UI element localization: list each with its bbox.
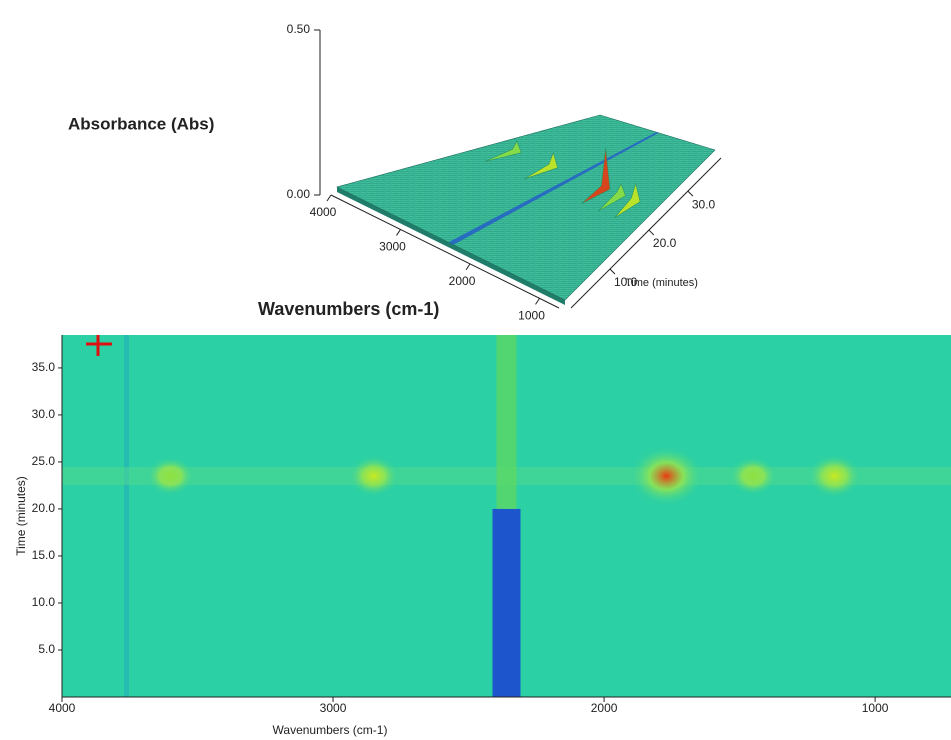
heat-cell (806, 454, 862, 499)
x-tick-label: 4000 (49, 701, 76, 715)
x-tick-label: 3000 (379, 240, 406, 254)
y-tick-label: 25.0 (32, 454, 56, 468)
y-tick-label: 10.0 (32, 595, 56, 609)
surface-skirt (337, 187, 565, 305)
heat-cell (492, 508, 521, 697)
y-tick-label: 10.0 (614, 275, 638, 289)
surface-plot: Absorbance (Abs) Wavenumbers (cm-1) Time… (68, 22, 722, 323)
y-tick (687, 190, 694, 197)
x-tick-label: 1000 (518, 309, 545, 323)
x-tick-label: 2000 (449, 274, 476, 288)
z-axis-title: Absorbance (Abs) (68, 114, 214, 133)
y-tick-label: 35.0 (32, 360, 56, 374)
peak (581, 147, 611, 204)
x-tick (326, 194, 332, 202)
x-tick (396, 229, 401, 236)
y-axis-title: Time (minutes) (625, 277, 698, 289)
heatmap-plot: Wavenumbers (cm-1) Time (minutes) 4000 30… (0, 326, 951, 740)
y-tick-label: 15.0 (32, 548, 56, 562)
surface (336, 114, 716, 301)
x-tick-label: 1000 (862, 701, 889, 715)
x-tick (535, 298, 540, 305)
peak (484, 140, 522, 162)
heat-cell (628, 445, 705, 507)
heat-cell (145, 456, 195, 496)
z-tick-label: 0.00 (287, 187, 311, 201)
cursor (86, 335, 112, 356)
peak (614, 182, 641, 219)
y-tick (609, 268, 616, 275)
peak (524, 151, 559, 180)
z-tick-label: 0.50 (287, 22, 311, 36)
x-tick-label: 4000 (310, 205, 337, 219)
x-tick (465, 263, 471, 271)
x-axis-title: Wavenumbers (cm-1) (273, 723, 388, 737)
y-tick-label: 5.0 (38, 642, 55, 656)
x-axis (330, 194, 560, 309)
peak (598, 183, 626, 212)
y-tick-label: 20.0 (32, 501, 56, 515)
y-tick (648, 229, 655, 236)
x-tick-label: 2000 (591, 701, 618, 715)
y-axis (570, 157, 722, 309)
band-upper (496, 335, 517, 509)
noise-line (124, 335, 129, 697)
y-tick-label: 20.0 (653, 236, 677, 250)
x-axis-title: Wavenumbers (cm-1) (258, 299, 439, 319)
heat-cell (728, 456, 778, 496)
y-tick-label: 30.0 (692, 197, 716, 211)
heat-cell (347, 455, 400, 497)
x-tick-label: 3000 (320, 701, 347, 715)
y-tick-label: 30.0 (32, 407, 56, 421)
y-axis-title: Time (minutes) (14, 476, 28, 556)
